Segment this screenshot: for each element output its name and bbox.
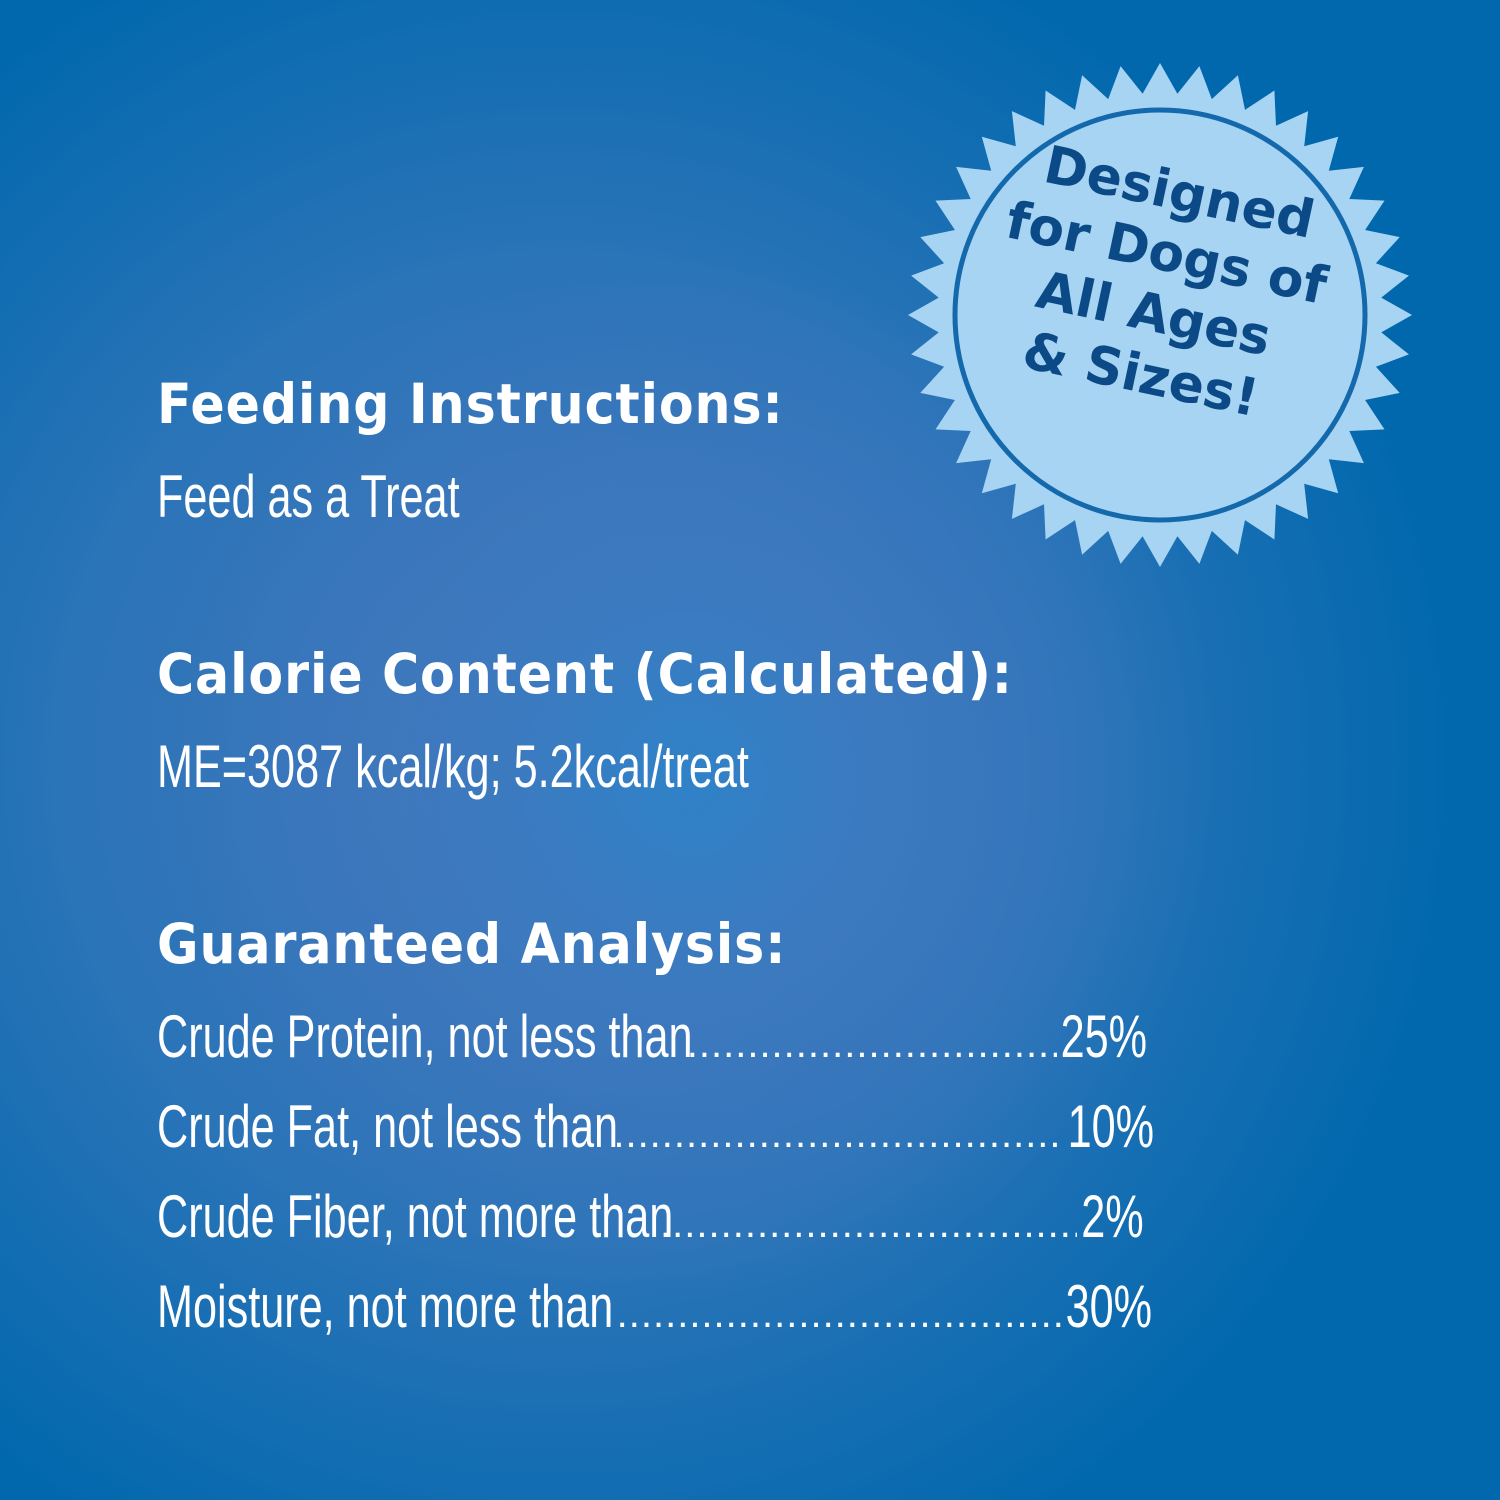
- analysis-row: Crude Protein, not less than ...........…: [157, 1002, 1147, 1072]
- analysis-value: 30%: [1065, 1273, 1152, 1340]
- starburst-seal-icon: [908, 63, 1412, 567]
- analysis-label: Crude Fiber, not more than: [157, 1183, 674, 1250]
- feeding-text: Feed as a Treat: [157, 463, 460, 530]
- analysis-value: 10%: [1067, 1093, 1154, 1160]
- analysis-value: 2%: [1081, 1183, 1144, 1250]
- calorie-text: ME=3087 kcal/kg; 5.2kcal/treat: [157, 733, 749, 800]
- dot-leader: ........................................…: [616, 1292, 1062, 1336]
- analysis-heading: Guaranteed Analysis:: [157, 912, 787, 976]
- analysis-label: Crude Protein, not less than: [157, 1003, 693, 1070]
- analysis-row: Crude Fiber, not more than .............…: [157, 1182, 1144, 1252]
- analysis-label: Moisture, not more than: [157, 1273, 614, 1340]
- analysis-row: Moisture, not more than ................…: [157, 1272, 1152, 1342]
- dot-leader: ........................................…: [686, 1022, 1057, 1066]
- feeding-heading: Feeding Instructions:: [157, 372, 784, 436]
- dot-leader: ........................................…: [660, 1202, 1077, 1246]
- analysis-value: 25%: [1060, 1003, 1147, 1070]
- calorie-heading: Calorie Content (Calculated):: [157, 642, 1013, 706]
- analysis-row: Crude Fat, not less than ...............…: [157, 1092, 1154, 1162]
- analysis-label: Crude Fat, not less than: [157, 1093, 619, 1160]
- dot-leader: ........................................…: [613, 1112, 1064, 1156]
